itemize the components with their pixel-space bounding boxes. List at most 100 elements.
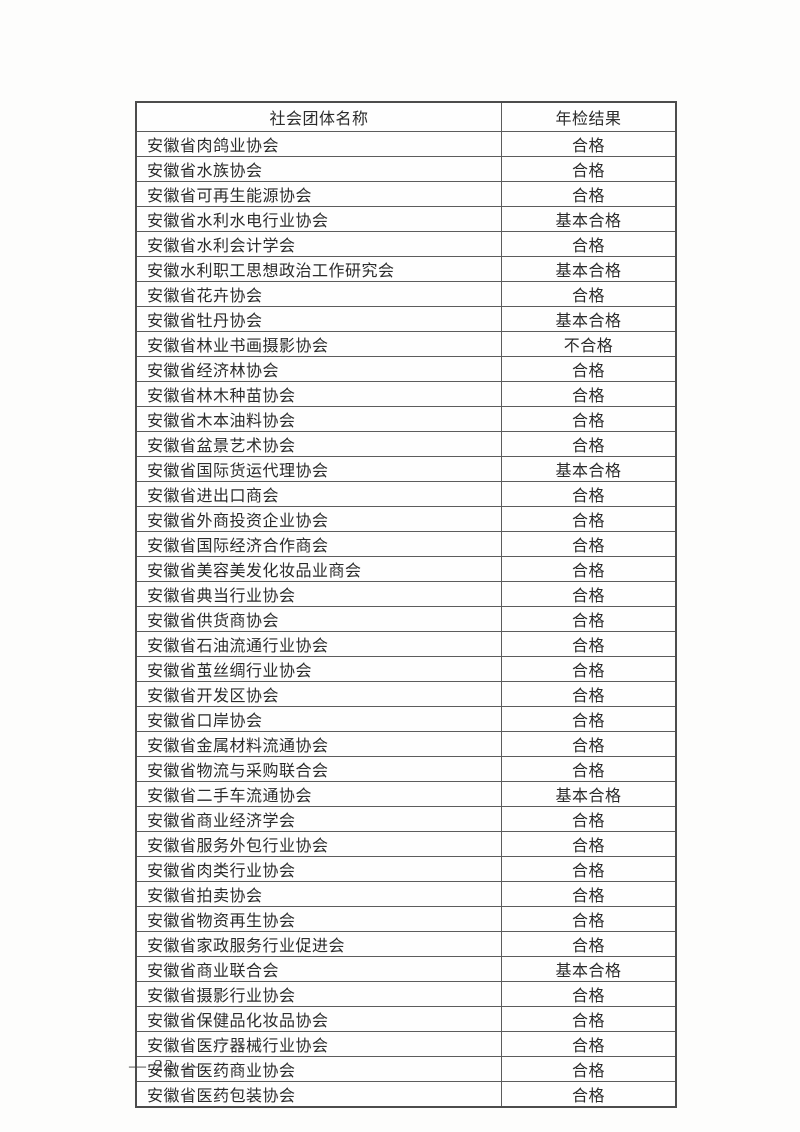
table-row: 安徽省国际货运代理协会 基本合格 [135,456,677,482]
inspection-result-cell: 合格 [501,1006,677,1032]
table-row: 安徽省进出口商会 合格 [135,481,677,507]
inspection-result-cell: 合格 [501,856,677,882]
table-row: 安徽省商业经济学会 合格 [135,806,677,832]
inspection-result-cell: 合格 [501,406,677,432]
org-name-cell: 安徽省国际货运代理协会 [135,456,502,482]
inspection-result-cell: 合格 [501,881,677,907]
table-row: 安徽省开发区协会 合格 [135,681,677,707]
table-row: 安徽省林业书画摄影协会 不合格 [135,331,677,357]
table-row: 安徽省服务外包行业协会 合格 [135,831,677,857]
table-row: 安徽省物资再生协会 合格 [135,906,677,932]
org-name-cell: 安徽省服务外包行业协会 [135,831,502,857]
table-row: 安徽省商业联合会 基本合格 [135,956,677,982]
table-row: 安徽省摄影行业协会 合格 [135,981,677,1007]
org-name-cell: 安徽省木本油料协会 [135,406,502,432]
table-row: 安徽省拍卖协会 合格 [135,881,677,907]
inspection-result-cell: 基本合格 [501,206,677,232]
org-name-cell: 安徽省可再生能源协会 [135,181,502,207]
org-name-cell: 安徽省牡丹协会 [135,306,502,332]
inspection-result-cell: 基本合格 [501,306,677,332]
org-name-cell: 安徽省医药包装协会 [135,1081,502,1108]
table-row: 安徽水利职工思想政治工作研究会 基本合格 [135,256,677,282]
table-row: 安徽省保健品化妆品协会 合格 [135,1006,677,1032]
inspection-result-cell: 基本合格 [501,456,677,482]
org-name-cell: 安徽省茧丝绸行业协会 [135,656,502,682]
inspection-result-cell: 合格 [501,531,677,557]
org-name-cell: 安徽省物流与采购联合会 [135,756,502,782]
inspection-result-cell: 合格 [501,981,677,1007]
table-row: 安徽省家政服务行业促进会 合格 [135,931,677,957]
column-header-inspection-result: 年检结果 [501,101,677,132]
table-row: 安徽省水利水电行业协会 基本合格 [135,206,677,232]
inspection-result-cell: 合格 [501,381,677,407]
table-row: 安徽省金属材料流通协会 合格 [135,731,677,757]
table-row: 安徽省盆景艺术协会 合格 [135,431,677,457]
org-name-cell: 安徽省外商投资企业协会 [135,506,502,532]
page-number: — 22 — [129,1056,201,1075]
org-name-cell: 安徽省医药商业协会 [135,1056,502,1082]
table-row: 安徽省肉类行业协会 合格 [135,856,677,882]
org-name-cell: 安徽省肉鸽业协会 [135,131,502,157]
inspection-result-cell: 基本合格 [501,256,677,282]
org-name-cell: 安徽省医疗器械行业协会 [135,1031,502,1057]
inspection-result-cell: 合格 [501,806,677,832]
org-name-cell: 安徽省典当行业协会 [135,581,502,607]
inspection-result-cell: 合格 [501,556,677,582]
table-row: 安徽省二手车流通协会 基本合格 [135,781,677,807]
table-row: 安徽省可再生能源协会 合格 [135,181,677,207]
inspection-result-cell: 合格 [501,906,677,932]
inspection-result-cell: 合格 [501,431,677,457]
table-row: 安徽省医药包装协会 合格 [135,1081,677,1108]
table-row: 安徽省国际经济合作商会 合格 [135,531,677,557]
table-row: 安徽省水利会计学会 合格 [135,231,677,257]
org-name-cell: 安徽省盆景艺术协会 [135,431,502,457]
inspection-result-cell: 合格 [501,131,677,157]
inspection-result-cell: 合格 [501,756,677,782]
inspection-result-cell: 合格 [501,181,677,207]
inspection-result-cell: 合格 [501,231,677,257]
org-name-cell: 安徽省水族协会 [135,156,502,182]
table-row: 安徽省肉鸽业协会 合格 [135,131,677,157]
org-name-cell: 安徽省二手车流通协会 [135,781,502,807]
org-name-cell: 安徽省石油流通行业协会 [135,631,502,657]
table-row: 安徽省经济林协会 合格 [135,356,677,382]
org-name-cell: 安徽省经济林协会 [135,356,502,382]
table-header: 社会团体名称 年检结果 [135,101,677,132]
org-name-cell: 安徽省林业书画摄影协会 [135,331,502,357]
inspection-result-cell: 不合格 [501,331,677,357]
table-row: 安徽省茧丝绸行业协会 合格 [135,656,677,682]
inspection-result-cell: 合格 [501,606,677,632]
org-name-cell: 安徽省供货商协会 [135,606,502,632]
org-name-cell: 安徽省商业联合会 [135,956,502,982]
table-row: 安徽省林木种苗协会 合格 [135,381,677,407]
annual-inspection-table: 社会团体名称 年检结果 安徽省肉鸽业协会 合格 安徽省水族协会 合格 安徽省可再生能源协… [135,101,677,1108]
inspection-result-cell: 合格 [501,631,677,657]
table-row: 安徽省牡丹协会 基本合格 [135,306,677,332]
inspection-result-cell: 基本合格 [501,956,677,982]
inspection-result-cell: 合格 [501,1056,677,1082]
org-name-cell: 安徽省肉类行业协会 [135,856,502,882]
inspection-result-cell: 合格 [501,681,677,707]
column-header-org-name: 社会团体名称 [135,101,502,132]
table-row: 安徽省物流与采购联合会 合格 [135,756,677,782]
org-name-cell: 安徽省拍卖协会 [135,881,502,907]
org-name-cell: 安徽省花卉协会 [135,281,502,307]
inspection-result-cell: 合格 [501,481,677,507]
table-row: 安徽省医疗器械行业协会 合格 [135,1031,677,1057]
inspection-result-cell: 合格 [501,581,677,607]
inspection-result-cell: 合格 [501,656,677,682]
org-name-cell: 安徽省金属材料流通协会 [135,731,502,757]
org-name-cell: 安徽省商业经济学会 [135,806,502,832]
table-row: 安徽省典当行业协会 合格 [135,581,677,607]
org-name-cell: 安徽省口岸协会 [135,706,502,732]
table-row: 安徽省石油流通行业协会 合格 [135,631,677,657]
org-name-cell: 安徽省水利水电行业协会 [135,206,502,232]
table-row: 安徽省木本油料协会 合格 [135,406,677,432]
org-name-cell: 安徽省国际经济合作商会 [135,531,502,557]
org-name-cell: 安徽省水利会计学会 [135,231,502,257]
org-name-cell: 安徽省摄影行业协会 [135,981,502,1007]
table-row: 安徽省口岸协会 合格 [135,706,677,732]
org-name-cell: 安徽省家政服务行业促进会 [135,931,502,957]
org-name-cell: 安徽省美容美发化妆品业商会 [135,556,502,582]
